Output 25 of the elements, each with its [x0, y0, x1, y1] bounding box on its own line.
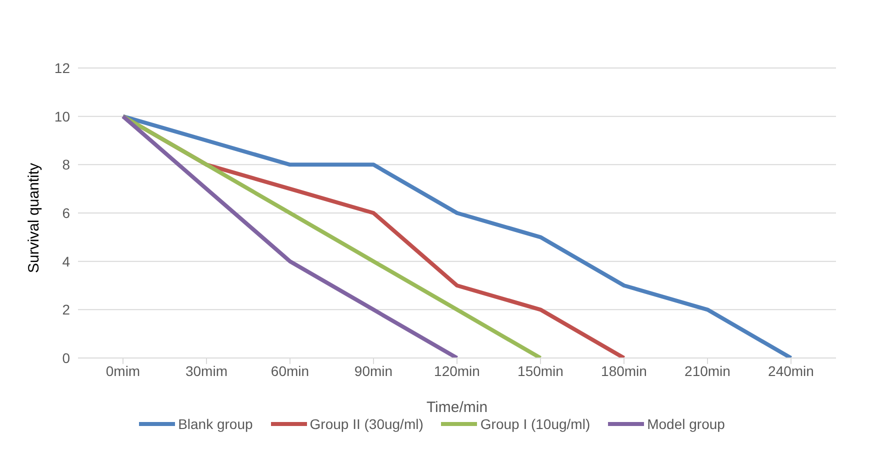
legend-label: Group II (30ug/ml): [308, 416, 424, 432]
y-tick-label: 2: [62, 302, 70, 318]
x-tick-label: 60min: [270, 362, 310, 379]
x-axis-title: Time/min: [426, 399, 488, 416]
x-tick-label: 240min: [768, 362, 814, 379]
y-tick-label: 6: [62, 204, 70, 221]
x-tick-label: 120min: [434, 362, 480, 379]
legend-label: Group I (10ug/ml): [479, 416, 590, 432]
x-tick-label: 180min: [601, 362, 647, 379]
y-tick-label: 10: [54, 108, 70, 124]
x-tick-label: 30mim: [185, 362, 228, 379]
line-series: [121, 114, 542, 358]
x-tick-label: 90min: [354, 362, 393, 379]
y-tick-label: 8: [62, 156, 70, 173]
y-axis-title: Survival quantity: [25, 162, 42, 273]
x-tick-label: 150min: [518, 362, 564, 379]
legend-label: Blank group: [177, 416, 253, 432]
y-tick-label: 4: [62, 253, 70, 270]
y-tick-label: 12: [54, 60, 70, 76]
legend-label: Model group: [646, 416, 725, 432]
x-tick-label: 210min: [684, 362, 730, 379]
x-tick-label: 0mim: [106, 362, 140, 379]
y-tick-label: 0: [62, 350, 70, 366]
line-series: [121, 114, 793, 358]
line-series: [121, 114, 459, 358]
